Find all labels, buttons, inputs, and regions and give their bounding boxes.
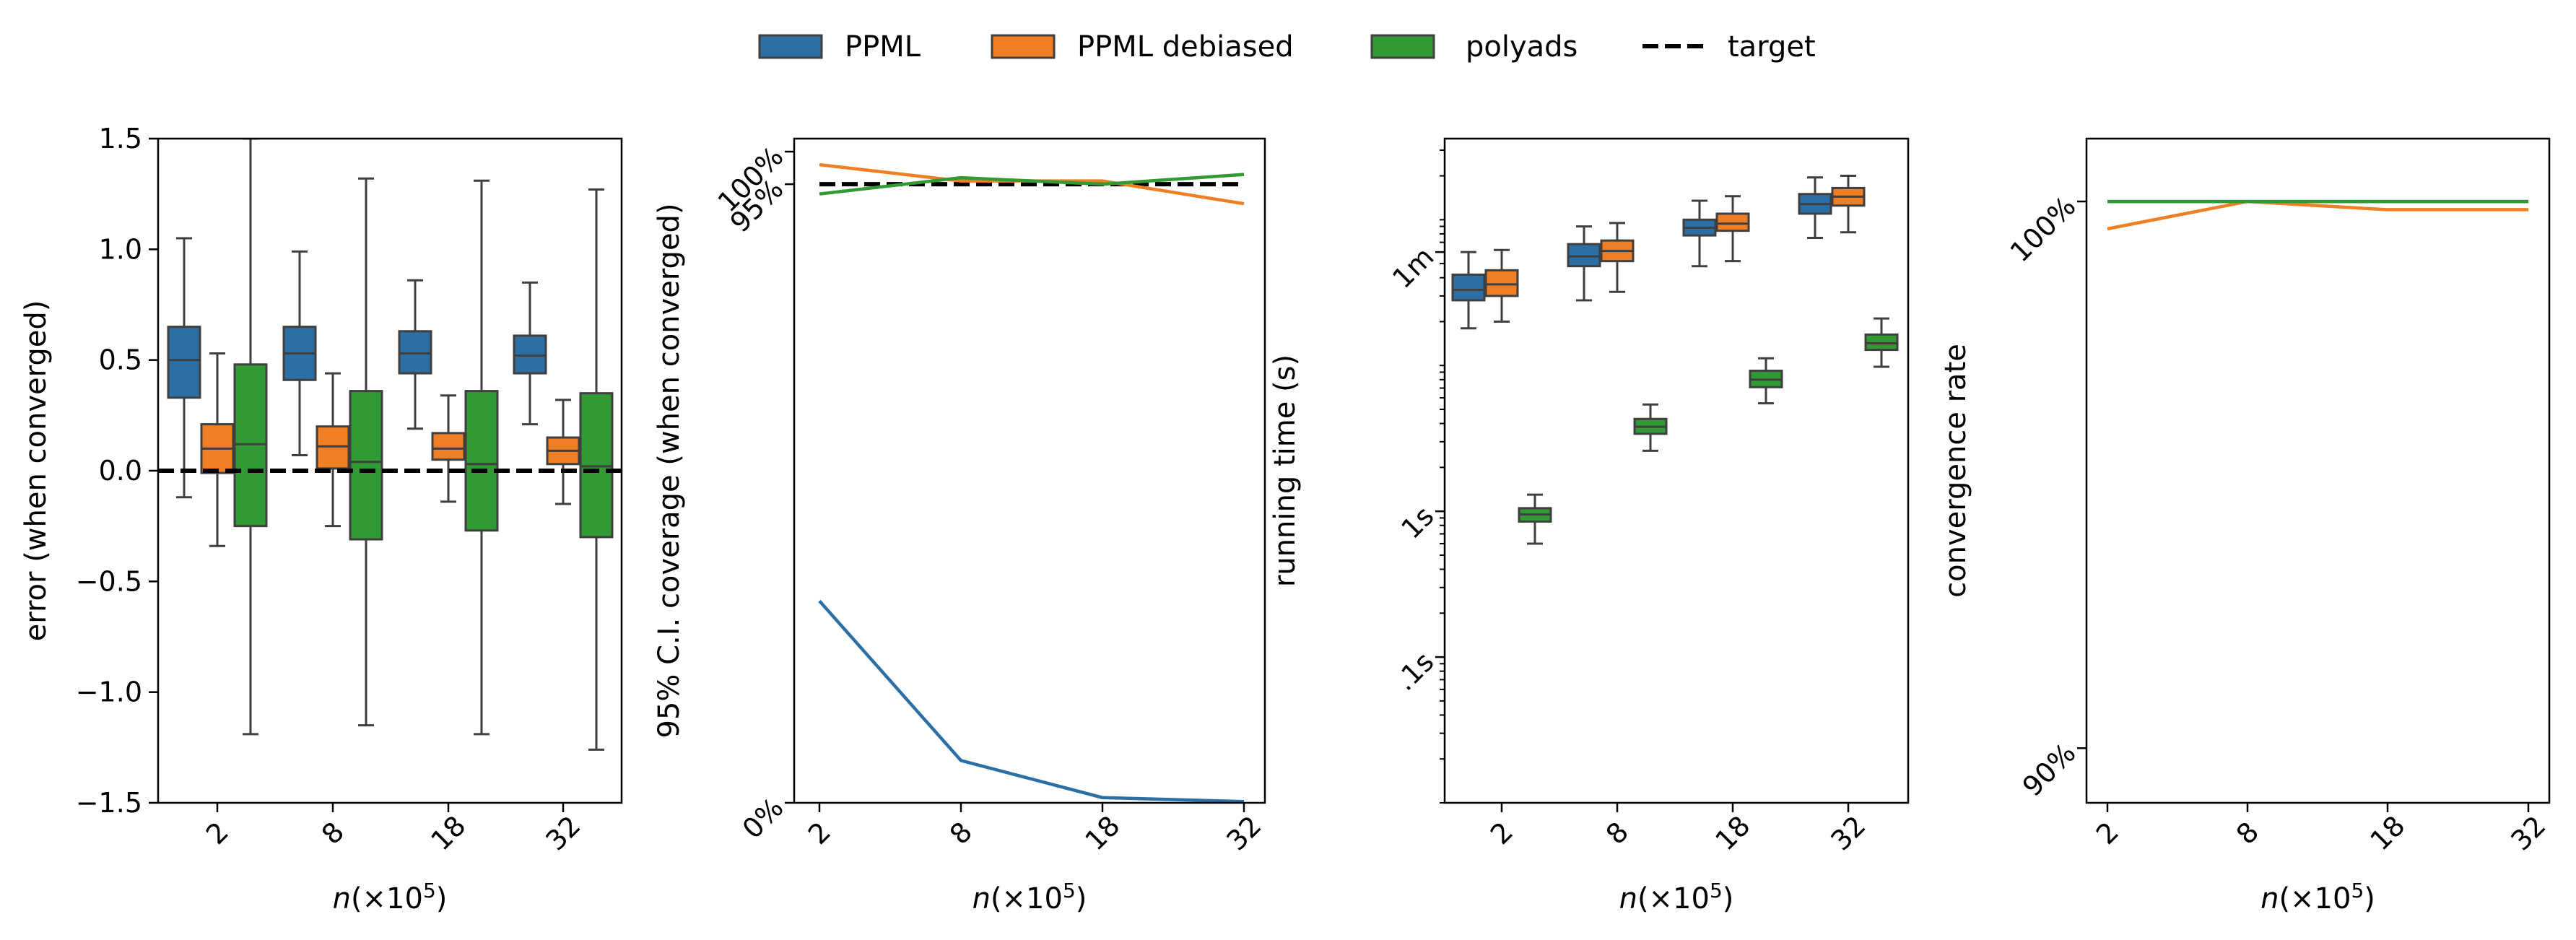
y-tick-label: 1.5 xyxy=(99,123,142,155)
box-ppml-debiased-18 xyxy=(431,394,466,503)
box-iqr xyxy=(1451,273,1486,302)
box-iqr xyxy=(167,326,201,399)
box-ppml-debiased-8 xyxy=(1600,222,1635,293)
box-ppml-8 xyxy=(1567,225,1601,302)
box-polyads-32 xyxy=(1864,317,1899,368)
x-tick-label-18: 18 xyxy=(425,809,471,856)
box-ppml-debiased-2 xyxy=(200,352,235,547)
legend: PPML PPML debiased polyads target xyxy=(758,30,1816,64)
y-tick-label: 0.0 xyxy=(99,455,142,487)
box-iqr xyxy=(1715,212,1750,232)
box-polyads-18 xyxy=(1749,357,1783,405)
x-tick-label-8: 8 xyxy=(944,816,978,850)
legend-label-polyads: polyads xyxy=(1466,30,1578,64)
box-ppml-32 xyxy=(513,281,547,426)
series-line-polyads xyxy=(819,173,1245,196)
x-axis-label: n(×105) xyxy=(1619,879,1734,915)
box-ppml-debiased-32 xyxy=(1831,175,1866,234)
x-tick-label-8: 8 xyxy=(316,816,350,850)
legend-item-ppml: PPML xyxy=(758,30,921,64)
box-polyads-2 xyxy=(233,139,268,736)
panel-convergence: 90% 100% 2 8 18 32 convergence rate n(×105) xyxy=(1939,137,2552,915)
legend-item-target: target xyxy=(1642,30,1816,64)
plot-frame xyxy=(1443,137,1910,804)
box-polyads-18 xyxy=(464,179,499,736)
x-tick-label-2: 2 xyxy=(200,816,235,850)
x-tick-label-32: 32 xyxy=(539,809,586,856)
box-ppml-8 xyxy=(282,250,317,457)
legend-item-polyads: polyads xyxy=(1370,30,1578,64)
y-tick-label: 0.5 xyxy=(99,344,142,376)
x-tick-label-32: 32 xyxy=(2505,809,2551,856)
plot-area xyxy=(158,139,622,751)
box-ppml-18 xyxy=(398,279,432,430)
x-tick-label-2: 2 xyxy=(802,816,837,850)
box-polyads-8 xyxy=(1633,403,1668,452)
x-tick-label-8: 8 xyxy=(1600,816,1635,850)
x-tick-label-18: 18 xyxy=(1079,809,1126,856)
box-ppml-2 xyxy=(1451,251,1486,330)
box-ppml-debiased-32 xyxy=(546,399,580,505)
y-tick-label: 1.0 xyxy=(99,233,142,265)
y-axis-label: error (when converged) xyxy=(19,300,53,642)
y-tick-label: 0% xyxy=(736,791,790,845)
box-iqr xyxy=(1484,269,1519,297)
panel-error: −1.5 −1.0 −0.5 0.0 0.5 1.0 1.5 2 8 18 32 error (whe… xyxy=(19,123,623,915)
x-tick-label-18: 18 xyxy=(1709,809,1756,856)
x-axis-label: n(×105) xyxy=(333,879,448,915)
legend-label-ppml-debiased: PPML debiased xyxy=(1077,30,1294,64)
box-ppml-32 xyxy=(1798,176,1832,240)
box-polyads-32 xyxy=(579,188,614,751)
box-ppml-debiased-18 xyxy=(1715,195,1750,263)
x-axis-label: n(×105) xyxy=(972,879,1087,915)
y-tick-label: 1m xyxy=(1386,241,1440,295)
box-iqr xyxy=(579,392,614,539)
y-axis-label: 95% C.I. coverage (when converged) xyxy=(653,203,686,738)
box-ppml-debiased-2 xyxy=(1484,248,1519,323)
legend-swatch-ppml xyxy=(758,34,823,59)
box-ppml-18 xyxy=(1682,199,1717,268)
x-tick-label-32: 32 xyxy=(1824,809,1871,856)
box-iqr xyxy=(464,390,499,532)
box-iqr xyxy=(398,330,432,375)
y-tick-label: −1.5 xyxy=(76,787,142,819)
box-ppml-debiased-8 xyxy=(316,372,350,528)
y-tick-label: 100% xyxy=(2004,191,2082,269)
box-iqr xyxy=(431,432,466,461)
plot-frame xyxy=(793,137,1266,804)
y-tick-label: .1s xyxy=(1389,646,1440,697)
plot-frame xyxy=(2085,137,2551,804)
box-ppml-2 xyxy=(167,237,201,499)
x-tick-label-2: 2 xyxy=(2090,816,2125,850)
series-line-ppml xyxy=(818,599,1245,804)
box-polyads-2 xyxy=(1518,493,1552,545)
y-axis-label: convergence rate xyxy=(1939,344,1972,598)
x-tick-label-18: 18 xyxy=(2364,809,2411,856)
y-tick-label: 90% xyxy=(2016,737,2082,803)
panel-running-time: .1s 1s 1m 2 8 18 32 running time (s) n(×105) xyxy=(1269,137,1910,915)
y-tick-label: −1.0 xyxy=(76,676,142,708)
x-tick-label-32: 32 xyxy=(1220,809,1267,856)
box-iqr xyxy=(233,363,268,528)
legend-label-target: target xyxy=(1728,30,1816,64)
box-polyads-8 xyxy=(349,177,383,727)
legend-label-ppml: PPML xyxy=(845,30,921,64)
box-iqr xyxy=(513,334,547,375)
y-tick-label: −0.5 xyxy=(76,565,142,597)
x-axis-label: n(×105) xyxy=(2260,879,2375,915)
y-axis-label: running time (s) xyxy=(1269,354,1302,587)
y-tick-label: 1s xyxy=(1395,500,1440,545)
box-iqr xyxy=(1567,243,1601,268)
legend-item-ppml-debiased: PPML debiased xyxy=(991,30,1294,64)
legend-swatch-ppml-debiased xyxy=(991,34,1056,59)
series-line-ppml-debiased xyxy=(2107,199,2528,231)
x-tick-label-8: 8 xyxy=(2230,816,2265,850)
box-iqr xyxy=(316,425,350,470)
legend-swatch-polyads xyxy=(1370,34,1435,59)
box-iqr xyxy=(349,390,383,541)
x-tick-label-2: 2 xyxy=(1484,816,1519,850)
